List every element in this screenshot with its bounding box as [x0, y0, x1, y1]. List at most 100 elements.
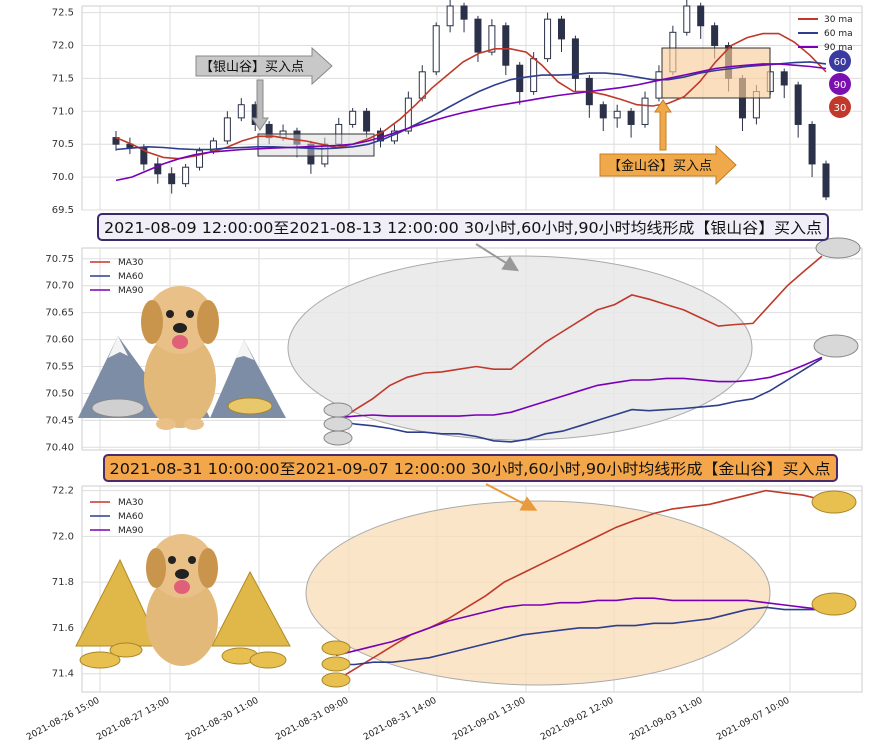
x-tick-label: 2021-09-02 12:00	[539, 696, 616, 743]
candle-body	[474, 18, 482, 53]
legend-ma30: 30 ma	[824, 15, 853, 25]
p3-ma60-line	[336, 606, 822, 666]
silver-down-arrow	[251, 79, 269, 131]
candle-body	[641, 97, 649, 125]
badge-30-label: 30	[834, 103, 847, 114]
ma-badges: 60 90 30	[829, 50, 851, 118]
x-tick-label: 2021-08-30 11:00	[184, 696, 261, 743]
gold-banner-box	[103, 454, 838, 482]
dog2-tongue	[174, 580, 190, 594]
candle-body	[182, 166, 190, 185]
dog2-head	[150, 534, 214, 598]
candle-body	[237, 104, 245, 119]
dog2-ear-right	[198, 548, 218, 588]
gold-valley-label: 【金山谷】买入点	[608, 158, 712, 174]
silver-ingot-start-3	[323, 430, 353, 446]
p2-legend-ma60: MA60	[118, 272, 144, 282]
dog2-eye-left	[168, 556, 176, 564]
p2-ytick: 70.75	[45, 254, 74, 265]
silver-valley-label: 【银山谷】买入点	[200, 60, 304, 75]
badge-60	[829, 50, 851, 72]
silver-valley-annotation: 【银山谷】买入点	[195, 46, 333, 131]
candle-body	[613, 110, 621, 119]
dog-ear-left	[141, 300, 163, 344]
candle-body	[697, 5, 705, 27]
gold-valley-annotation: 【金山谷】买入点	[599, 99, 737, 186]
p1-ytick: 72.5	[52, 8, 74, 19]
dog-ear-right	[197, 300, 219, 344]
p2-ma60-line	[337, 357, 823, 443]
p2-ytick: 70.45	[45, 415, 74, 426]
gold-banner-title: 2021-08-31 10:00:00至2021-09-07 12:00:00 …	[110, 460, 831, 478]
mountain-right-snow	[236, 340, 254, 360]
badge-90-label: 90	[834, 80, 847, 91]
dog-eye-left	[166, 310, 174, 318]
badge-90	[829, 73, 851, 95]
candle-body	[349, 110, 357, 125]
p2-ytick: 70.50	[45, 388, 74, 399]
candle-body	[794, 84, 802, 125]
candle-body	[432, 25, 440, 73]
candle-body	[404, 97, 412, 132]
dog-paw-left	[156, 418, 176, 430]
silver-ingot-end-top	[815, 237, 861, 259]
gold-arrow-shape	[599, 144, 737, 186]
gold-banner: 2021-08-31 10:00:00至2021-09-07 12:00:00 …	[103, 454, 838, 482]
legend-ma60: 60 ma	[824, 29, 853, 39]
silver-ingots	[323, 237, 861, 446]
p3-legend-ma30: MA30	[118, 498, 144, 508]
silver-pointer-arrow	[475, 243, 520, 272]
p2-legend-ma30: MA30	[118, 258, 144, 268]
p3-ma90-line	[335, 597, 823, 657]
silver-valley-box	[257, 133, 375, 157]
panel-1-legend: 30 ma 60 ma 90 ma	[798, 15, 853, 53]
p2-ma90-line	[337, 356, 823, 419]
p3-ytick: 71.8	[52, 577, 74, 588]
dog-body	[144, 332, 216, 428]
panel-2-legend: MA30 MA60 MA90	[90, 258, 144, 296]
dog-nose	[173, 323, 187, 333]
x-tick-label: 2021-08-27 13:00	[95, 696, 172, 743]
ma60-line	[115, 61, 827, 151]
p1-ytick: 71.5	[52, 73, 74, 84]
gold-ingot-end-top	[811, 490, 857, 514]
silver-ellipse	[287, 255, 753, 441]
candle-body	[808, 123, 816, 165]
silver-banner: 2021-08-09 12:00:00至2021-08-13 12:00:00 …	[97, 213, 829, 241]
p1-ytick: 70.5	[52, 139, 74, 150]
candle-body	[557, 18, 565, 40]
p3-ytick: 71.4	[52, 669, 74, 680]
silver-ingot-start-2	[323, 416, 353, 432]
x-tick-label: 2021-09-01 13:00	[451, 696, 528, 743]
candle-body	[446, 5, 454, 27]
gold-up-arrow	[654, 99, 672, 151]
legend-ma90: 90 ma	[824, 43, 853, 53]
p1-ytick: 72.0	[52, 40, 74, 51]
p2-ytick: 70.55	[45, 362, 74, 373]
candle-body	[599, 104, 607, 119]
candle-body	[460, 5, 468, 20]
gold-ingot-pile-2	[109, 642, 143, 658]
ma90-line	[115, 63, 827, 182]
candle-body	[544, 18, 552, 60]
silver-ingot-start-1	[323, 402, 353, 418]
panel-2-silver-valley: 70.75 70.70 70.65 70.60 70.55 70.50 70.45 70.40…	[45, 237, 863, 453]
candle-body	[154, 163, 162, 175]
gold-ingots	[321, 490, 857, 688]
p3-ytick: 72.2	[52, 486, 74, 497]
dog-paw-right	[184, 418, 204, 430]
gold-ingot-pile-4	[249, 651, 287, 669]
candle-body	[223, 117, 231, 142]
dog2-nose	[175, 569, 189, 579]
p2-ma30-line	[337, 255, 823, 423]
candle-body	[363, 110, 371, 132]
candle-body	[655, 71, 663, 99]
p2-legend-ma90: MA90	[118, 286, 144, 296]
dog2-eye-right	[188, 556, 196, 564]
dog2-ear-left	[146, 548, 166, 588]
p3-ytick: 71.6	[52, 623, 74, 634]
candle-body	[196, 150, 204, 168]
candle-body	[488, 25, 496, 53]
p2-ytick: 70.65	[45, 308, 74, 319]
